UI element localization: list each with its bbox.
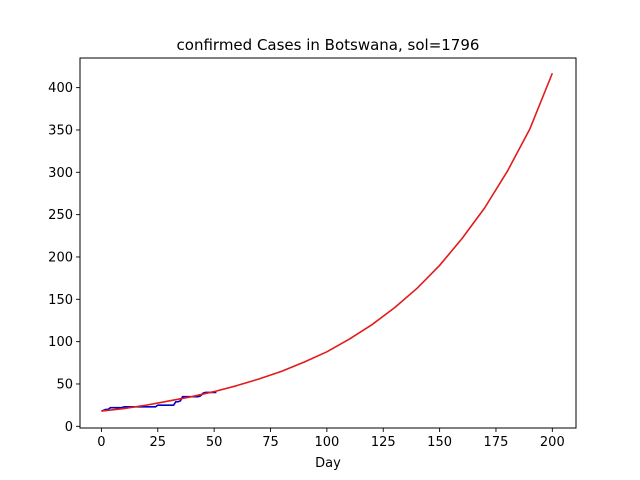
x-tick-label: 175 — [484, 435, 509, 450]
x-tick-label: 75 — [262, 435, 279, 450]
x-tick-label: 50 — [206, 435, 223, 450]
y-tick-label: 300 — [48, 166, 73, 181]
plot-frame — [79, 57, 577, 429]
x-axis-label: Day — [315, 456, 341, 471]
y-tick-label: 400 — [48, 81, 73, 96]
y-tick-label: 0 — [65, 420, 73, 435]
y-tick-label: 100 — [48, 335, 73, 350]
x-tick-label: 25 — [150, 435, 167, 450]
y-tick-label: 250 — [48, 208, 73, 223]
x-tick-label: 200 — [540, 435, 565, 450]
x-tick-label: 125 — [371, 435, 396, 450]
x-tick-label: 0 — [97, 435, 105, 450]
plot-layer — [101, 72, 554, 412]
y-tick-label: 150 — [48, 293, 73, 308]
y-tick-label: 200 — [48, 250, 73, 265]
y-tick-label: 350 — [48, 123, 73, 138]
y-tick-label: 50 — [56, 377, 73, 392]
series-line-2 — [101, 72, 554, 412]
x-tick-label: 150 — [427, 435, 452, 450]
chart-title: confirmed Cases in Botswana, sol=1796 — [177, 36, 480, 54]
series-line-1 — [101, 391, 217, 412]
axis-ticks: 0 25 50 75 100 125 150 175 200 0 50 100 150 200 250 300… — [48, 81, 565, 450]
x-tick-label: 100 — [314, 435, 339, 450]
